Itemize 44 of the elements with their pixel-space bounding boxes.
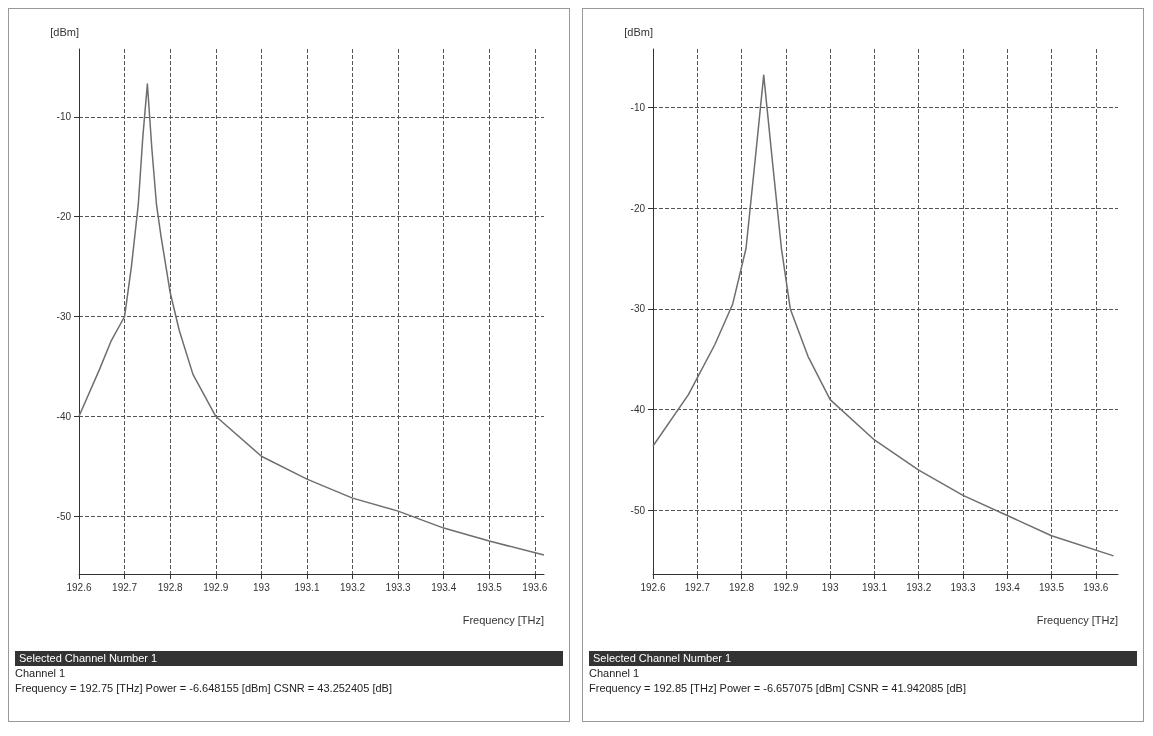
text: Selected Channel Number 1 [15,651,563,666]
x-tick-label: 193.4 [431,581,457,593]
text: Channel 1 [589,666,641,681]
x-tick-label: 193.6 [522,581,548,593]
y-tick-label: -10 [630,101,646,113]
x-tick-label: 193.2 [340,581,366,593]
line-series [652,74,1115,557]
text: Selected Channel Number 1 [589,651,1137,666]
y-axis-title: [dBm] [50,25,79,38]
x-tick-label: 193.4 [994,581,1021,593]
x-tick-label: 193.2 [906,581,932,593]
x-tick-label: 192.6 [66,581,92,593]
text: Frequency = 192.75 [THz] Power = -6.648155 [dBm] CSNR = 43.252405 [dB] [15,681,393,696]
x-tick-label: 193.6 [1083,581,1109,593]
y-tick-label: -30 [56,310,72,322]
y-tick-label: -50 [56,510,72,522]
line-series [78,83,545,556]
x-axis-title: Frequency [THz] [462,613,544,626]
x-tick-label: 193.1 [294,581,320,593]
x-tick-label: 193.5 [1039,581,1065,593]
text: Channel 1 [15,666,67,681]
x-tick-label: 193.3 [950,581,976,593]
y-tick-label: -30 [630,303,646,315]
y-tick-label: -20 [630,202,646,214]
x-tick-label: 192.9 [203,581,229,593]
y-tick-label: -40 [56,410,72,422]
x-tick-label: 193.3 [385,581,412,593]
y-tick-label: -10 [56,111,72,123]
y-axis-title: [dBm] [624,25,653,38]
y-tick-label: -50 [630,505,646,517]
y-tick-label: -20 [56,211,72,223]
x-tick-label: 192.7 [684,581,711,593]
x-tick-label: 193 [821,581,839,593]
y-tick-label: -40 [630,404,646,416]
x-tick-label: 193.1 [861,581,888,593]
x-tick-label: 192.6 [640,581,666,593]
x-tick-label: 193.5 [476,581,503,593]
x-tick-label: 192.9 [773,581,799,593]
x-tick-label: 193 [253,581,271,593]
x-axis-title: Frequency [THz] [1036,613,1118,626]
text: Frequency = 192.85 [THz] Power = -6.657075 [dBm] CSNR = 41.942085 [dB] [589,681,967,696]
x-tick-label: 192.8 [729,581,755,593]
x-tick-label: 192.7 [112,581,138,593]
x-tick-label: 192.8 [157,581,184,593]
